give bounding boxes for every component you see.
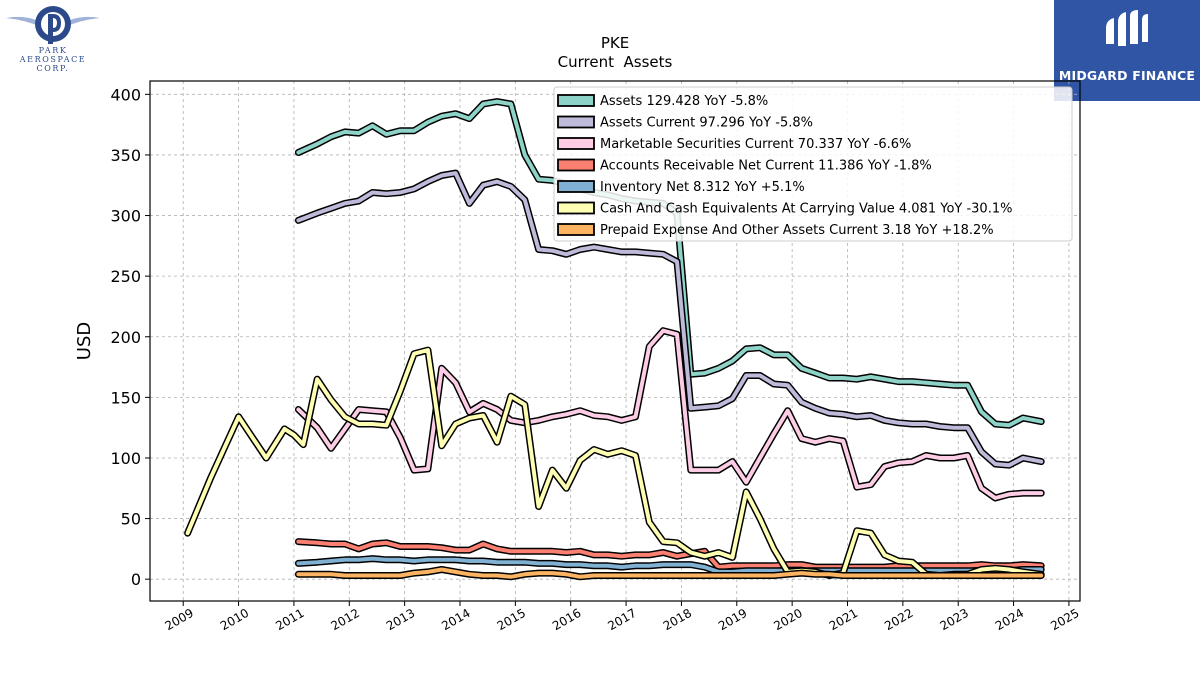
midgard-emblem-icon (1106, 10, 1148, 46)
legend-box (553, 86, 1073, 242)
y-tick-label: 0 (131, 570, 141, 589)
park-aerospace-text: PARK AEROSPACE CORP. (19, 46, 87, 73)
x-tick-label: 2010 (218, 606, 251, 633)
park-aerospace-logo: PARK AEROSPACE CORP. (4, 4, 102, 78)
legend-swatch (557, 137, 595, 150)
x-axis-ticks: 2009 2010 2011 2012 2013 2014 2015 2016 2017 2018… (162, 601, 1082, 633)
x-tick-label: 2025 (1048, 606, 1081, 633)
series-line (296, 171, 1044, 468)
series-line (296, 556, 1044, 574)
legend-swatch (557, 115, 595, 129)
y-tick-label: 250 (110, 267, 141, 286)
y-axis-ticks: 0 50 100 150 200 250 300 350 400 (110, 85, 150, 589)
legend-label: Cash And Cash Equivalents At Carrying Va… (600, 202, 1012, 217)
legend-swatch (557, 201, 595, 215)
legend-label: Inventory Net 8.312 YoY +5.1% (600, 180, 805, 195)
y-tick-label: 200 (110, 328, 141, 347)
legend-label: Assets Current 97.296 YoY -5.8% (600, 116, 813, 131)
y-tick-label: 50 (121, 510, 141, 529)
series-cash-and-cash-equivalents-at-carrying-value (184, 346, 1045, 579)
legend-swatch (557, 180, 595, 193)
x-tick-label: 2011 (273, 606, 306, 633)
wings-emblem-icon (6, 6, 100, 44)
y-tick-label: 150 (110, 388, 141, 407)
series-assets-current (294, 169, 1045, 469)
chart-title: PKE (601, 34, 629, 52)
y-tick-label: 350 (110, 146, 141, 165)
series-line (296, 328, 1044, 500)
series-line (296, 567, 1044, 579)
legend-swatch (557, 223, 595, 236)
series-inventory-net (294, 555, 1045, 576)
x-tick-label: 2022 (882, 606, 915, 633)
x-tick-label: 2016 (550, 606, 583, 633)
y-tick-label: 100 (110, 449, 141, 468)
series-prepaid-expense-and-other-assets-current (294, 566, 1045, 581)
legend-label: Assets 129.428 YoY -5.8% (600, 94, 768, 109)
midgard-finance-text: MIDGARD FINANCE (1058, 68, 1196, 83)
legend: Assets 129.428 YoY -5.8% Assets Current 9… (553, 86, 1073, 242)
series-marketable-securities-current (294, 327, 1045, 502)
legend-label: Marketable Securities Current 70.337 YoY… (600, 137, 911, 152)
y-tick-label: 300 (110, 207, 141, 226)
x-tick-label: 2009 (162, 606, 195, 633)
legend-label: Accounts Receivable Net Current 11.386 Y… (600, 159, 932, 174)
x-tick-label: 2014 (439, 606, 472, 633)
x-tick-label: 2020 (771, 606, 804, 633)
x-tick-label: 2024 (993, 606, 1026, 633)
x-tick-label: 2019 (716, 606, 749, 633)
y-tick-label: 400 (110, 85, 141, 104)
legend-swatch (557, 158, 595, 172)
x-tick-label: 2017 (605, 606, 638, 633)
x-tick-label: 2023 (937, 606, 970, 633)
y-axis-label: USD (74, 322, 95, 360)
midgard-finance-logo: MIDGARD FINANCE (1054, 0, 1200, 101)
legend-swatch (557, 94, 595, 107)
x-tick-label: 2018 (661, 606, 694, 633)
series-line (185, 348, 1044, 578)
x-tick-label: 2015 (495, 606, 528, 633)
x-tick-label: 2013 (384, 606, 417, 633)
x-tick-label: 2012 (329, 606, 362, 633)
chart-subtitle: Current Assets (558, 53, 673, 71)
legend-label: Prepaid Expense And Other Assets Current… (600, 223, 994, 238)
x-tick-label: 2021 (827, 606, 860, 633)
plot-frame (149, 80, 1081, 602)
